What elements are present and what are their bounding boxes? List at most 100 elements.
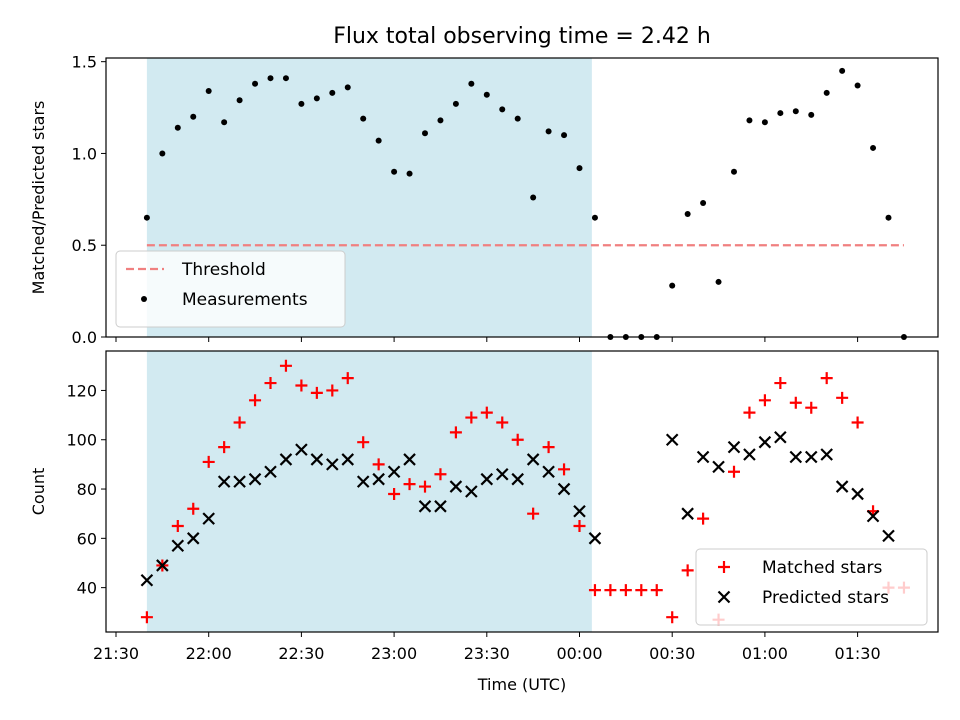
measurement-point <box>422 130 428 137</box>
matched-star-point <box>527 507 540 520</box>
legend-label: Threshold <box>181 260 266 280</box>
legend-box <box>695 548 928 626</box>
matched-star-point <box>728 465 740 478</box>
matched-star-point <box>681 564 694 577</box>
measurement-point <box>282 75 289 82</box>
legend-matched-swatch <box>718 561 730 573</box>
predicted-star-point <box>341 453 355 466</box>
predicted-star-point <box>264 465 277 479</box>
y-tick-label: 1.5 <box>72 53 97 72</box>
matched-star-point <box>635 584 648 597</box>
y-tick-label: 0.5 <box>72 236 97 255</box>
x-tick-label: 01:30 <box>835 644 881 663</box>
predicted-star-point <box>403 453 416 466</box>
matched-star-point <box>449 426 462 439</box>
top-panel: 0.0 0.5 1.0 1.5 Matched/Predicted stars Thres… <box>29 53 939 347</box>
measurement-point <box>375 137 382 144</box>
y-tick-label: 1.0 <box>72 144 97 163</box>
measurement-point <box>854 82 861 89</box>
matched-star-point <box>403 478 416 491</box>
x-axis-label: Time (UTC) <box>477 675 566 694</box>
predicted-star-point <box>573 504 586 518</box>
measurement-point <box>746 117 753 124</box>
measurement-point <box>715 278 722 285</box>
measurement-point <box>808 111 815 118</box>
measurement-point <box>190 113 197 120</box>
measurement-point <box>870 144 877 151</box>
predicted-star-point <box>758 435 772 449</box>
predicted-star-point <box>851 487 864 501</box>
bottom-panel: 40 60 80 100 120 21:30 22:00 22:30 23:00 23:30 00:… <box>29 350 939 694</box>
panel-frame <box>105 57 939 338</box>
matched-star-point <box>666 611 679 624</box>
predicted-star-point <box>820 448 833 461</box>
matched-star-point <box>851 416 864 429</box>
predicted-star-point <box>774 430 787 444</box>
matched-star-point <box>140 611 153 624</box>
y-tick-label: 80 <box>77 480 97 499</box>
matched-star-point <box>341 372 354 385</box>
measurement-point <box>545 128 552 135</box>
predicted-star-point <box>449 480 463 493</box>
x-tick-label: 01:00 <box>742 644 788 663</box>
predicted-star-point <box>743 448 756 461</box>
matched-star-point <box>310 386 323 399</box>
predicted-star-point <box>217 475 231 488</box>
x-tick-label: 23:30 <box>464 644 510 663</box>
matched-star-point <box>836 391 849 404</box>
legend-box <box>115 250 346 328</box>
legend: Matched stars Predicted stars <box>695 548 928 626</box>
measurement-point <box>344 84 351 91</box>
matched-star-point <box>233 416 246 429</box>
matched-star-point <box>295 379 308 392</box>
measurement-point <box>391 168 398 175</box>
predicted-star-point <box>712 460 725 474</box>
predicted-star-point <box>326 458 339 471</box>
matched-star-point <box>542 441 555 454</box>
predicted-star-point <box>279 453 293 466</box>
predicted-star-point <box>295 443 308 456</box>
predicted-star-point <box>418 500 432 513</box>
measurement-point <box>777 110 784 117</box>
predicted-star-point <box>465 485 478 498</box>
measurement-point <box>437 117 444 124</box>
predicted-star-point <box>171 539 185 553</box>
matched-star-point <box>774 377 787 390</box>
x-tick-label: 22:30 <box>278 644 324 663</box>
predicted-star-point <box>588 532 602 545</box>
y-tick-label: 0.0 <box>72 328 97 347</box>
x-tick-label: 23:00 <box>371 644 417 663</box>
predicted-star-point <box>696 450 710 464</box>
predicted-star-point <box>248 472 262 486</box>
measurement-point <box>329 89 336 96</box>
measurement-point <box>221 119 228 126</box>
matched-star-point <box>187 502 200 515</box>
matched-star-point <box>202 455 215 468</box>
matched-star-point <box>357 436 370 449</box>
predicted-star-point <box>789 450 803 464</box>
predicted-star-point <box>557 482 571 496</box>
matched-star-point <box>805 401 818 414</box>
matched-star-point <box>388 487 401 500</box>
panel-frame <box>105 350 939 633</box>
legend: Threshold Measurements <box>115 250 346 328</box>
y-tick-label: 40 <box>77 579 97 598</box>
matched-star-point <box>249 394 262 407</box>
matched-star-point <box>480 406 493 419</box>
measurement-point <box>514 115 521 122</box>
measurement-point <box>313 95 320 102</box>
legend-label: Predicted stars <box>762 588 889 608</box>
matched-star-point <box>496 416 509 429</box>
measurement-point <box>499 106 506 113</box>
predicted-star-point <box>480 472 494 486</box>
matched-star-point <box>511 433 524 446</box>
y-axis-label: Count <box>29 468 48 516</box>
matched-star-point <box>171 520 184 533</box>
predicted-star-point <box>495 467 509 481</box>
predicted-star-point <box>835 480 849 493</box>
matched-star-point <box>588 584 601 597</box>
measurement-point <box>468 80 475 87</box>
chart-title: Flux total observing time = 2.42 h <box>333 24 711 49</box>
matched-star-point <box>650 584 663 597</box>
measurement-point <box>205 88 212 95</box>
